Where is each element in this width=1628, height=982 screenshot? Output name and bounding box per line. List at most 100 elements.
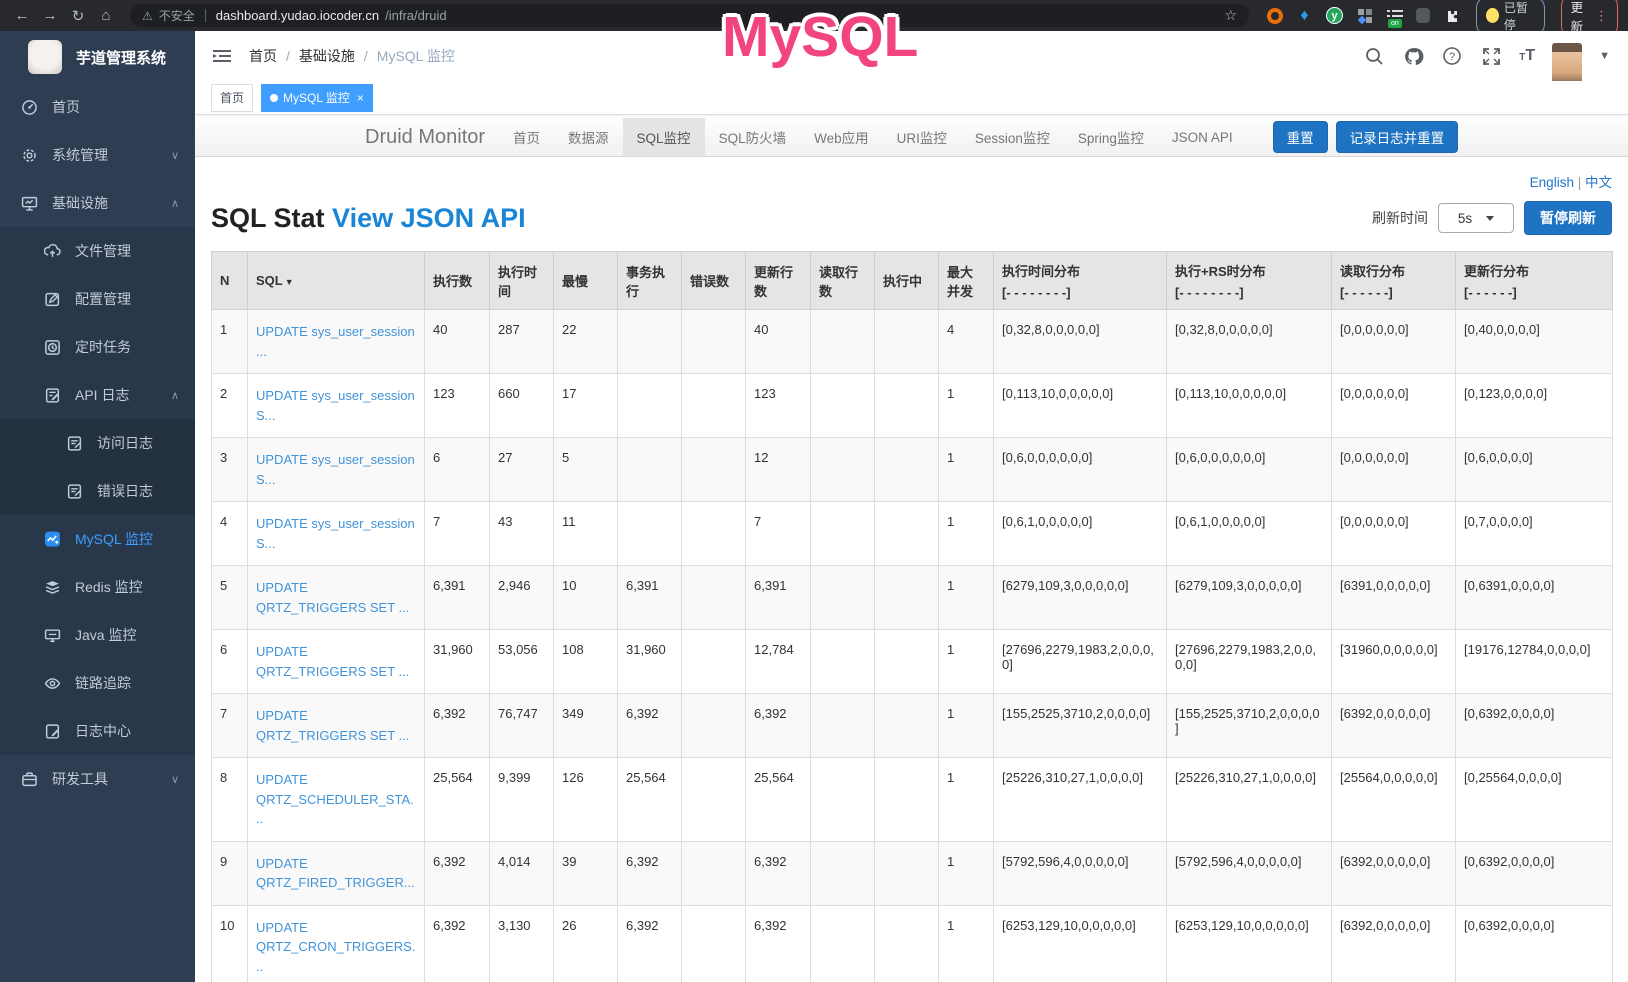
security-label: 不安全 — [158, 9, 195, 23]
grid-extension-icon[interactable] — [1356, 7, 1373, 24]
sql-link[interactable]: UPDATE sys_user_session S... — [256, 516, 415, 551]
sql-link[interactable]: UPDATE QRTZ_TRIGGERS SET ... — [256, 708, 410, 743]
active-dot-icon — [270, 93, 279, 102]
lang-chinese-link[interactable]: 中文 — [1585, 175, 1612, 190]
table-row: 5 UPDATE QRTZ_TRIGGERS SET ... 6,391 2,946 1… — [211, 565, 1613, 630]
sql-link[interactable]: UPDATE sys_user_session ... — [256, 324, 415, 359]
java-monitor-icon — [44, 627, 61, 644]
sql-link[interactable]: UPDATE QRTZ_TRIGGERS SET ... — [256, 644, 410, 679]
column-header-读取行数: 读取行数 — [810, 251, 875, 310]
sidebar-item-mysql-监控[interactable]: MySQL 监控 — [0, 515, 195, 563]
mysql-monitor-icon — [44, 531, 61, 548]
url-bar[interactable]: ⚠ 不安全 dashboard.yudao.iocoder.cn/infra/d… — [130, 4, 1249, 27]
green-circle-extension-icon[interactable]: y — [1326, 7, 1343, 24]
druid-nav-uri监控[interactable]: URI监控 — [896, 131, 947, 146]
paused-label: 已暂停 — [1503, 0, 1528, 32]
sidebar-item-基础设施[interactable]: 基础设施 ∧ — [0, 179, 195, 227]
column-header-最大并发: 最大并发 — [938, 251, 994, 310]
pause-refresh-button[interactable]: 暂停刷新 — [1524, 201, 1612, 235]
sidebar-item-日志中心[interactable]: 日志中心 — [0, 707, 195, 755]
sidebar-item-首页[interactable]: 首页 — [0, 83, 195, 131]
druid-nav-首页[interactable]: 首页 — [513, 131, 541, 146]
app-logo[interactable]: 芋道管理系统 — [0, 31, 195, 83]
reset-button[interactable]: 重置 — [1272, 121, 1328, 153]
file-upload-icon — [44, 243, 61, 260]
column-header-读取行分布: 读取行分布 [- - - - - -] — [1331, 251, 1456, 310]
view-json-api-link[interactable]: View JSON API — [332, 202, 526, 233]
reload-icon[interactable]: ↻ — [71, 7, 85, 25]
fullscreen-icon[interactable] — [1480, 45, 1502, 67]
search-icon[interactable] — [1363, 45, 1385, 67]
lang-separator: | — [1577, 175, 1582, 190]
chevron-down-icon[interactable]: ▼ — [1599, 50, 1610, 62]
breadcrumb-item[interactable]: 首页 — [249, 48, 277, 64]
font-size-icon[interactable]: TT — [1519, 47, 1536, 64]
druid-nav-web应用[interactable]: Web应用 — [814, 131, 869, 146]
sql-link[interactable]: UPDATE sys_user_session S... — [256, 452, 415, 487]
close-icon[interactable]: × — [356, 90, 364, 105]
sidebar-item-文件管理[interactable]: 文件管理 — [0, 227, 195, 275]
histogram-legend: [- - - - - - - -] — [1175, 285, 1244, 300]
gear-icon — [21, 147, 38, 164]
column-header-sql[interactable]: SQL ▼ — [247, 251, 425, 310]
sidebar-item-java-监控[interactable]: Java 监控 — [0, 611, 195, 659]
sql-link[interactable]: UPDATE QRTZ_FIRED_TRIGGER... — [256, 855, 415, 891]
help-icon[interactable]: ? — [1441, 45, 1463, 67]
sidebar-item-链路追踪[interactable]: 链路追踪 — [0, 659, 195, 707]
gem-extension-icon[interactable]: ♦ — [1300, 6, 1309, 24]
druid-nav-sql监控[interactable]: SQL监控 — [622, 118, 705, 156]
sidebar-item-定时任务[interactable]: 定时任务 — [0, 323, 195, 371]
home-icon[interactable]: ⌂ — [101, 7, 111, 24]
forward-icon[interactable]: → — [42, 7, 58, 24]
app-title: 芋道管理系统 — [76, 49, 167, 67]
table-row: 2 UPDATE sys_user_session S... 123 660 17 123… — [211, 373, 1613, 438]
github-icon[interactable] — [1402, 45, 1424, 67]
sql-link[interactable]: UPDATE QRTZ_CRON_TRIGGERS... — [256, 919, 416, 974]
sql-link[interactable]: UPDATE QRTZ_SCHEDULER_STA... — [256, 772, 414, 826]
sidebar-item-研发工具[interactable]: 研发工具 ∨ — [0, 755, 195, 803]
error-log-icon — [66, 483, 83, 500]
breadcrumb-item[interactable]: 基础设施 — [298, 48, 355, 64]
sidebar-item-配置管理[interactable]: 配置管理 — [0, 275, 195, 323]
tag-tab-首页[interactable]: 首页 — [211, 83, 254, 112]
page-title-text: SQL Stat — [211, 202, 325, 233]
devtools-icon — [21, 771, 38, 788]
column-header-事务执行: 事务执行 — [617, 251, 682, 310]
dark-extension-icon[interactable] — [1416, 8, 1430, 23]
bookmark-star-icon[interactable]: ☆ — [1224, 7, 1237, 23]
lang-english-link[interactable]: English — [1529, 175, 1574, 190]
sidebar-item-redis-监控[interactable]: Redis 监控 — [0, 563, 195, 611]
back-icon[interactable]: ← — [14, 7, 30, 24]
sql-link[interactable]: UPDATE QRTZ_TRIGGERS SET ... — [256, 580, 410, 615]
druid-buttons: 重置 记录日志并重置 — [1272, 121, 1459, 153]
sql-link[interactable]: UPDATE sys_user_session S... — [256, 388, 415, 423]
column-header-最慢: 最慢 — [553, 251, 618, 310]
emoji-face-icon — [1486, 8, 1499, 23]
druid-brand[interactable]: Druid Monitor — [365, 125, 486, 148]
tag-tab-mysql-监控[interactable]: MySQL 监控 × — [261, 83, 373, 112]
druid-nav-sql防火墙[interactable]: SQL防火墙 — [718, 131, 787, 146]
divider — [204, 9, 206, 22]
log-and-reset-button[interactable]: 记录日志并重置 — [1335, 121, 1459, 153]
druid-nav-session监控[interactable]: Session监控 — [974, 131, 1050, 146]
druid-nav-spring监控[interactable]: Spring监控 — [1077, 131, 1144, 146]
donut-extension-icon[interactable] — [1267, 7, 1283, 24]
access-log-icon — [66, 435, 83, 452]
table-row: 4 UPDATE sys_user_session S... 7 43 11 7 1 [0,6… — [211, 501, 1613, 566]
druid-nav-json-api[interactable]: JSON API — [1171, 129, 1233, 145]
sidebar-item-访问日志[interactable]: 访问日志 — [0, 419, 195, 467]
refresh-interval-select[interactable]: 5s — [1438, 203, 1514, 233]
puzzle-extensions-icon[interactable] — [1443, 7, 1460, 24]
on-badge: on — [1388, 19, 1402, 28]
hamburger-icon[interactable] — [213, 48, 231, 64]
sidebar-item-系统管理[interactable]: 系统管理 ∨ — [0, 131, 195, 179]
sidebar-item-api-日志[interactable]: API 日志 ∧ — [0, 371, 195, 419]
user-avatar[interactable] — [1552, 43, 1583, 83]
app-logo-avatar — [28, 40, 62, 74]
list-extension-icon[interactable]: on — [1386, 7, 1403, 28]
sidebar-item-错误日志[interactable]: 错误日志 — [0, 467, 195, 515]
config-edit-icon — [44, 291, 61, 308]
druid-nav-数据源[interactable]: 数据源 — [568, 131, 609, 146]
column-header-执行+rs时分布: 执行+RS时分布 [- - - - - - - -] — [1166, 251, 1332, 310]
browser-menu-icon[interactable]: ⋮ — [1595, 7, 1608, 23]
